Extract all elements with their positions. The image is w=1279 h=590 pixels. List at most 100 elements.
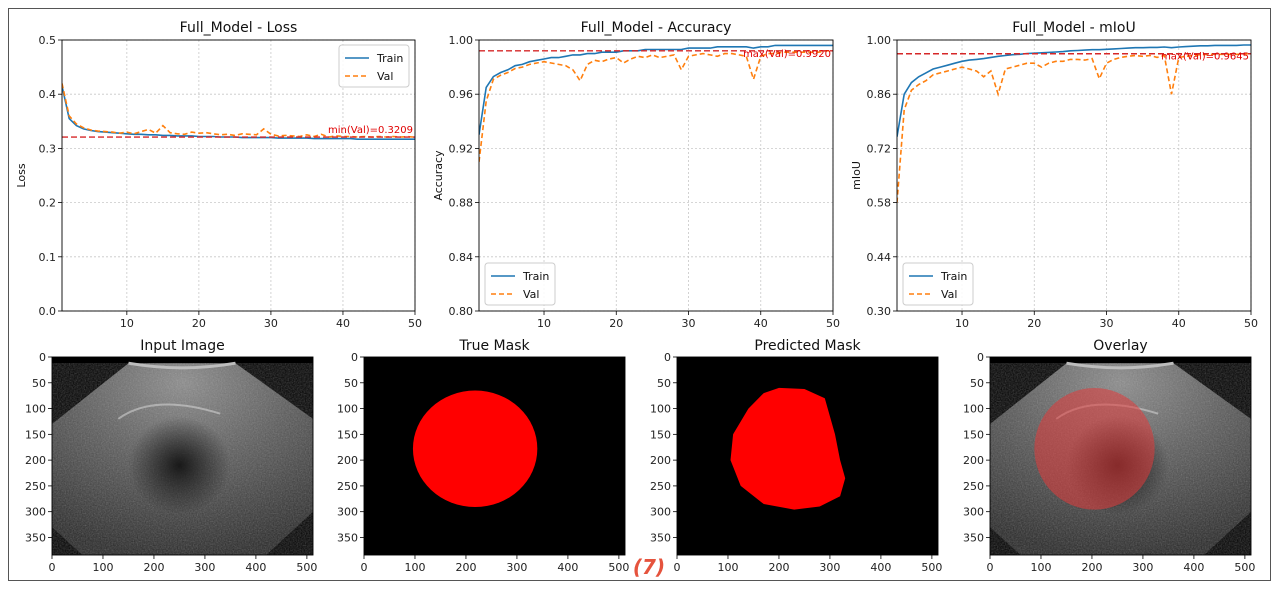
reference-line-label: max(Val)=0.9645 bbox=[1161, 52, 1249, 63]
y-tick-label: 0.72 bbox=[867, 142, 892, 155]
x-tick-label: 100 bbox=[717, 561, 738, 574]
y-tick-label: 200 bbox=[650, 454, 671, 467]
x-tick-label: 30 bbox=[264, 317, 278, 330]
y-tick-label: 0.3 bbox=[39, 142, 57, 155]
x-tick-label: 0 bbox=[49, 561, 56, 574]
x-tick-label: 400 bbox=[557, 561, 578, 574]
mask-region bbox=[412, 390, 538, 508]
transducer-edge bbox=[128, 361, 236, 370]
y-tick-label: 150 bbox=[650, 428, 671, 441]
panel-label: (7) bbox=[633, 555, 665, 579]
y-tick-label: 300 bbox=[337, 506, 358, 519]
y-tick-label: 0 bbox=[977, 351, 984, 364]
legend-label: Val bbox=[523, 288, 539, 301]
reference-line-label: min(Val)=0.3209 bbox=[328, 125, 413, 136]
plot-frame bbox=[478, 39, 834, 312]
legend-label: Train bbox=[376, 52, 403, 65]
y-tick-label: 50 bbox=[344, 377, 358, 390]
overlay-mask-region bbox=[1034, 387, 1155, 510]
y-tick-label: 0.2 bbox=[39, 197, 57, 210]
x-tick-label: 30 bbox=[682, 317, 696, 330]
y-tick-label: 100 bbox=[963, 403, 984, 416]
y-tick-label: 200 bbox=[337, 454, 358, 467]
x-tick-label: 200 bbox=[1081, 561, 1102, 574]
reference-line-label: max(Val)=0.9920 bbox=[743, 49, 831, 60]
y-axis-label: mIoU bbox=[850, 161, 863, 190]
x-tick-label: 500 bbox=[608, 561, 629, 574]
chart-title: Full_Model - mIoU bbox=[1012, 20, 1136, 36]
x-tick-label: 300 bbox=[819, 561, 840, 574]
x-tick-label: 40 bbox=[336, 317, 350, 330]
y-tick-label: 250 bbox=[337, 480, 358, 493]
image-title: Predicted Mask bbox=[754, 338, 861, 354]
y-tick-label: 200 bbox=[963, 454, 984, 467]
x-tick-label: 40 bbox=[754, 317, 768, 330]
x-tick-label: 500 bbox=[1234, 561, 1255, 574]
x-tick-label: 40 bbox=[1172, 317, 1186, 330]
legend-label: Train bbox=[940, 270, 967, 283]
image-title: True Mask bbox=[458, 338, 530, 354]
x-tick-label: 20 bbox=[1027, 317, 1041, 330]
val-series-line bbox=[897, 52, 1251, 203]
y-tick-label: 350 bbox=[650, 531, 671, 544]
miou-chart: max(Val)=0.9645 10 20 30 40 50 0.30 0.44 0.58 0.7… bbox=[850, 20, 1258, 330]
x-tick-label: 10 bbox=[537, 317, 551, 330]
y-tick-label: 300 bbox=[650, 506, 671, 519]
y-tick-label: 100 bbox=[650, 403, 671, 416]
y-tick-label: 150 bbox=[337, 428, 358, 441]
y-tick-label: 0.86 bbox=[867, 88, 892, 101]
y-tick-label: 150 bbox=[963, 428, 984, 441]
y-tick-label: 50 bbox=[970, 377, 984, 390]
x-tick-label: 0 bbox=[987, 561, 994, 574]
x-tick-label: 400 bbox=[1183, 561, 1204, 574]
image-title: Overlay bbox=[1093, 338, 1147, 354]
image-frame bbox=[363, 356, 626, 556]
input-image-panel: 0 100 200 300 400 500 0 50 100 150 200 250 300 350 Inp… bbox=[25, 338, 317, 574]
y-tick-label: 350 bbox=[25, 531, 46, 544]
y-tick-label: 0.88 bbox=[449, 197, 474, 210]
image-title: Input Image bbox=[140, 338, 225, 354]
predicted-mask-panel: 0 100 200 300 400 500 0 50 100 150 200 250 300 350 Pre… bbox=[650, 338, 942, 574]
y-tick-label: 1.00 bbox=[449, 34, 474, 47]
x-tick-label: 500 bbox=[921, 561, 942, 574]
y-tick-label: 0.96 bbox=[449, 88, 474, 101]
legend-label: Train bbox=[522, 270, 549, 283]
y-tick-label: 0.5 bbox=[39, 34, 57, 47]
overlay-panel: 0 100 200 300 400 500 0 50 100 150 200 250 300 350 Ove… bbox=[963, 338, 1255, 574]
x-tick-label: 20 bbox=[192, 317, 206, 330]
accuracy-chart: max(Val)=0.9920 10 20 30 40 50 0.80 0.84 0.88 0.9… bbox=[432, 20, 840, 330]
x-tick-label: 500 bbox=[296, 561, 317, 574]
x-tick-label: 200 bbox=[143, 561, 164, 574]
val-series-line bbox=[62, 83, 415, 138]
train-series-line bbox=[897, 44, 1251, 137]
y-tick-label: 350 bbox=[337, 531, 358, 544]
y-tick-label: 0 bbox=[39, 351, 46, 364]
y-tick-label: 0.4 bbox=[39, 88, 57, 101]
x-tick-label: 10 bbox=[955, 317, 969, 330]
y-axis-label: Accuracy bbox=[432, 150, 445, 201]
x-tick-label: 400 bbox=[245, 561, 266, 574]
y-tick-label: 0.80 bbox=[449, 305, 474, 318]
chart-title: Full_Model - Loss bbox=[180, 20, 298, 36]
x-tick-label: 0 bbox=[361, 561, 368, 574]
y-tick-label: 0.84 bbox=[449, 251, 474, 264]
x-tick-label: 50 bbox=[826, 317, 840, 330]
y-tick-label: 0 bbox=[664, 351, 671, 364]
y-tick-label: 250 bbox=[650, 480, 671, 493]
y-tick-label: 0.92 bbox=[449, 142, 474, 155]
legend-label: Val bbox=[941, 288, 957, 301]
plot-frame bbox=[61, 39, 416, 312]
y-tick-label: 300 bbox=[25, 506, 46, 519]
y-tick-label: 100 bbox=[337, 403, 358, 416]
x-tick-label: 300 bbox=[1132, 561, 1153, 574]
y-tick-label: 100 bbox=[25, 403, 46, 416]
true-mask-panel: 0 100 200 300 400 500 0 50 100 150 200 250 300 350 Tru… bbox=[337, 338, 629, 574]
y-tick-label: 0.1 bbox=[39, 251, 57, 264]
x-tick-label: 200 bbox=[768, 561, 789, 574]
y-axis-label: Loss bbox=[15, 163, 28, 187]
train-series-line bbox=[479, 44, 833, 135]
y-tick-label: 0 bbox=[351, 351, 358, 364]
val-series-line bbox=[479, 49, 833, 162]
y-tick-label: 150 bbox=[25, 428, 46, 441]
